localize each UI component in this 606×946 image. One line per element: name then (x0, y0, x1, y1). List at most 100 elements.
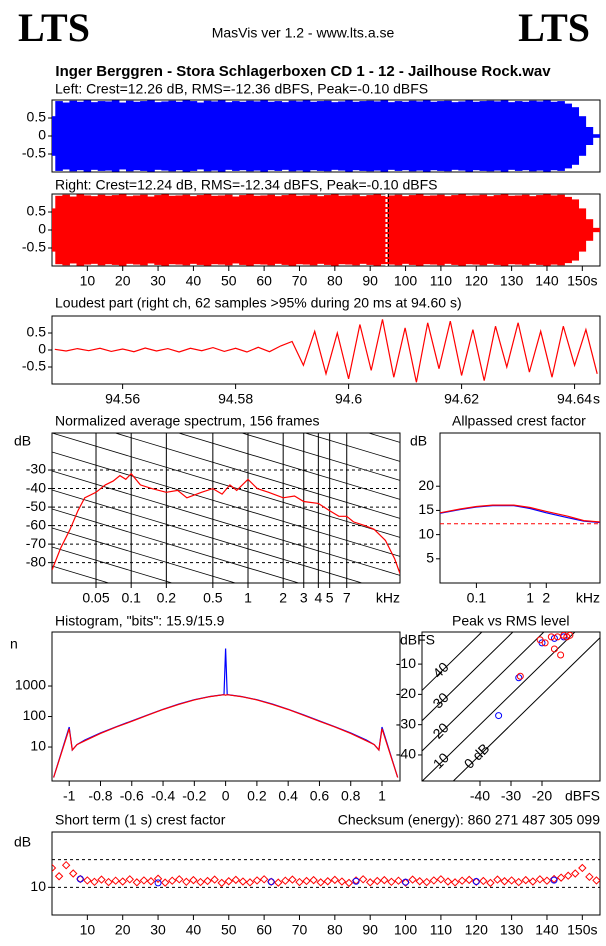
x-tick-label: 3 (300, 590, 308, 606)
y-tick-label: 0 (38, 221, 46, 237)
y-tick-label: 10 (30, 738, 46, 754)
point (535, 875, 545, 884)
x-tick-label: -1 (63, 788, 76, 804)
y-tick-label: 5 (426, 550, 434, 566)
point (415, 877, 424, 886)
x-tick-label: 94.58 (218, 391, 253, 407)
guide-line (177, 433, 400, 500)
point (316, 878, 325, 887)
point (521, 875, 530, 885)
x-tick-label: 130 (500, 273, 524, 289)
point (373, 876, 382, 886)
point (203, 876, 212, 886)
x-tick-label: 2 (279, 590, 287, 606)
point (408, 875, 417, 884)
point (550, 876, 558, 884)
point (401, 878, 410, 887)
x-tick-label: -0.8 (88, 788, 112, 804)
guide-line (52, 470, 400, 576)
x-tick-label: 4 (314, 590, 322, 606)
point (507, 876, 516, 885)
guides (52, 433, 400, 583)
y-tick-label: -0.5 (22, 358, 46, 374)
point (274, 878, 283, 887)
point (76, 875, 84, 883)
chart-title: Left: Crest=12.26 dB, RMS=-12.36 dBFS, P… (55, 81, 428, 97)
y-tick-label: -40 (26, 479, 46, 495)
x-tick-label: 120 (465, 273, 489, 289)
point (281, 876, 290, 885)
x-tick-label: 94.56 (105, 391, 140, 407)
point (563, 633, 571, 641)
point (83, 876, 92, 885)
plot-frame (439, 432, 601, 584)
point (380, 875, 389, 885)
x-tick-label: 110 (430, 922, 453, 938)
y-tick-label: -30 (396, 715, 416, 731)
annotation: Checksum (energy): 860 271 487 305 099 (338, 812, 600, 828)
point (125, 875, 134, 884)
point (528, 877, 538, 886)
plot-frame (421, 631, 601, 782)
point (252, 876, 262, 885)
x-tick-label: 140 (535, 273, 559, 289)
x-tick-label: 0.1 (467, 590, 487, 606)
x-tick-label: 30 (150, 922, 166, 938)
x-tick-label: 1 (244, 590, 252, 606)
x-tick-label: 0.5 (203, 590, 223, 606)
point (541, 639, 549, 647)
point (344, 878, 354, 888)
x-tick-label: 0.6 (310, 788, 330, 804)
plot-frame (51, 432, 401, 584)
point (217, 878, 226, 888)
point (224, 877, 233, 886)
point (352, 877, 360, 885)
y-axis-label: n (10, 636, 18, 652)
point (585, 872, 594, 882)
point (97, 875, 106, 884)
x-axis-label: s (593, 391, 600, 407)
point (52, 863, 57, 873)
point (516, 672, 524, 680)
point (118, 877, 127, 886)
point (550, 645, 558, 653)
point (160, 878, 170, 887)
x-axis-label: kHz (376, 590, 400, 606)
point (267, 878, 275, 886)
point (139, 876, 149, 885)
point (210, 875, 219, 884)
guide-line (303, 433, 400, 462)
x-tick-label: 110 (430, 273, 453, 289)
guide-line (52, 489, 364, 583)
x-tick-label: -40 (470, 788, 490, 804)
point (337, 877, 347, 886)
point (394, 876, 403, 885)
y-axis-label: dB (14, 834, 31, 850)
x-tick-label: 1 (526, 590, 534, 606)
y-tick-label: -50 (26, 498, 46, 514)
point (436, 875, 446, 884)
y-tick-label: 0.5 (27, 324, 47, 340)
chart-title: Right: Crest=12.24 dB, RMS=-12.34 dBFS, … (55, 177, 437, 193)
x-tick-label: 94.62 (444, 391, 479, 407)
y-tick-label: 10 (418, 525, 434, 541)
chart-title: Peak vs RMS level (452, 613, 569, 629)
crest-line (421, 631, 545, 752)
point (153, 874, 163, 883)
x-tick-label: 100 (394, 922, 418, 938)
point (196, 877, 205, 887)
guide-line (52, 433, 400, 538)
point (231, 875, 241, 885)
crest-line (421, 631, 576, 782)
x-tick-label: 50 (221, 922, 237, 938)
point (309, 875, 318, 885)
point (422, 877, 431, 887)
crest-line (421, 631, 514, 722)
x-tick-label: 94.64 (557, 391, 592, 407)
x-tick-label: 80 (327, 922, 343, 938)
point (111, 876, 120, 885)
x-tick-label: 150s (567, 273, 597, 289)
point (450, 878, 460, 887)
point (69, 869, 78, 878)
